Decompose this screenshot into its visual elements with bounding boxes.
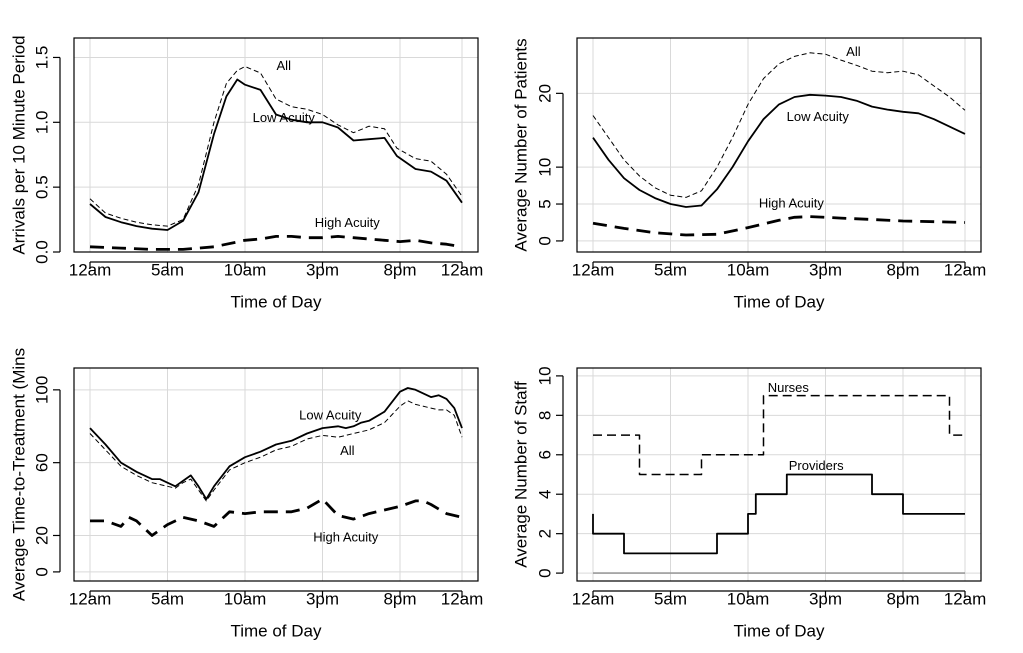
annotation-all: All	[277, 58, 292, 73]
x-tick-label: 12am	[69, 589, 112, 608]
x-tick-label: 12am	[944, 589, 987, 608]
y-tick-label: 100	[32, 376, 51, 404]
annotation-low-acuity: Low Acuity	[253, 110, 316, 125]
series-line-all	[89, 400, 463, 502]
plot-frame	[576, 37, 982, 253]
x-tick-label: 8pm	[383, 589, 416, 608]
x-tick-label: 10am	[727, 589, 770, 608]
annotation-providers: Providers	[789, 458, 844, 473]
y-tick-label: 20	[535, 84, 554, 103]
plot-frame	[73, 37, 479, 253]
x-tick-label: 3pm	[809, 589, 842, 608]
panel-staff: 0 2 4 6 8 10 12am 5am 10am 3pm 8pm 12am Time of Day A…	[511, 366, 986, 640]
x-tick-label: 3pm	[306, 589, 339, 608]
y-tick-label: 60	[32, 453, 51, 472]
annotation-all: All	[846, 44, 861, 59]
x-tick-label: 3pm	[306, 260, 339, 279]
x-axis-label: Time of Day	[230, 621, 322, 640]
x-tick-label: 8pm	[383, 260, 416, 279]
y-axis-label: Arrivals per 10 Minute Period	[9, 35, 28, 254]
x-tick-label: 12am	[441, 589, 484, 608]
series-line-high-acuity	[90, 497, 463, 537]
series-line-high-acuity	[592, 215, 966, 237]
annotation-low-acuity: Low Acuity	[787, 109, 850, 124]
plot-frame	[73, 367, 479, 582]
x-tick-label: 12am	[572, 589, 615, 608]
y-axis-label: Average Number of Staff	[511, 381, 530, 568]
y-tick-label: 0.0	[32, 240, 51, 264]
y-tick-label: 6	[535, 450, 554, 459]
panel-time-to-treatment: 0 20 60 100 12am 5am 10am 3pm 8pm 12am Time of Day…	[9, 348, 483, 641]
x-tick-label: 12am	[572, 260, 615, 279]
x-tick-label: 5am	[654, 589, 687, 608]
x-tick-label: 5am	[151, 260, 184, 279]
annotation-low-acuity: Low Acuity	[299, 408, 362, 423]
panel-patients: 0 5 10 20 12am 5am 10am 3pm 8pm 12am Time of Day Av…	[511, 37, 987, 311]
y-tick-label: 10	[535, 158, 554, 177]
y-tick-label: 8	[535, 411, 554, 420]
annotation-high-acuity: High Acuity	[315, 215, 381, 230]
series-line-low-acuity	[592, 93, 966, 208]
series-line-all	[592, 52, 966, 198]
plot-frame	[576, 367, 982, 582]
y-axis-label: Average Number of Patients	[511, 38, 530, 251]
x-tick-label: 8pm	[886, 260, 919, 279]
x-tick-label: 12am	[944, 260, 987, 279]
x-tick-label: 10am	[727, 260, 770, 279]
series-line-low-acuity	[89, 387, 463, 501]
y-tick-label: 10	[535, 366, 554, 385]
y-tick-label: 2	[535, 529, 554, 538]
annotation-high-acuity: High Acuity	[313, 530, 379, 545]
annotation-high-acuity: High Acuity	[759, 195, 825, 210]
y-tick-label: 0	[535, 236, 554, 245]
x-tick-label: 8pm	[886, 589, 919, 608]
y-axis-label: Average Time-to-Treatment (Mins	[9, 348, 28, 601]
series-line-nurses	[593, 394, 965, 476]
y-tick-label: 20	[32, 526, 51, 545]
y-tick-label: 0	[32, 567, 51, 576]
y-tick-label: 1.5	[32, 46, 51, 70]
y-tick-label: 0	[535, 568, 554, 577]
x-tick-label: 5am	[151, 589, 184, 608]
y-tick-label: 4	[535, 489, 554, 498]
series-line-all	[89, 66, 463, 227]
x-tick-label: 12am	[441, 260, 484, 279]
x-axis-label: Time of Day	[733, 292, 825, 311]
y-tick-label: 5	[535, 199, 554, 208]
annotation-all: All	[340, 443, 355, 458]
x-tick-label: 5am	[654, 260, 687, 279]
y-tick-label: 1.0	[32, 110, 51, 134]
x-axis-label: Time of Day	[733, 621, 825, 640]
x-tick-label: 3pm	[809, 260, 842, 279]
series-line-providers	[592, 473, 965, 555]
x-axis-label: Time of Day	[230, 292, 322, 311]
x-tick-label: 10am	[224, 260, 267, 279]
series-line-high-acuity	[89, 234, 463, 251]
x-tick-label: 12am	[69, 260, 112, 279]
annotation-nurses: Nurses	[768, 380, 810, 395]
x-tick-label: 10am	[224, 589, 267, 608]
panel-arrivals: 0.0 0.5 1.0 1.5 12am 5am 10am 3pm 8pm 12am Time of…	[9, 35, 483, 311]
series-line-low-acuity	[89, 78, 463, 231]
y-tick-label: 0.5	[32, 175, 51, 199]
